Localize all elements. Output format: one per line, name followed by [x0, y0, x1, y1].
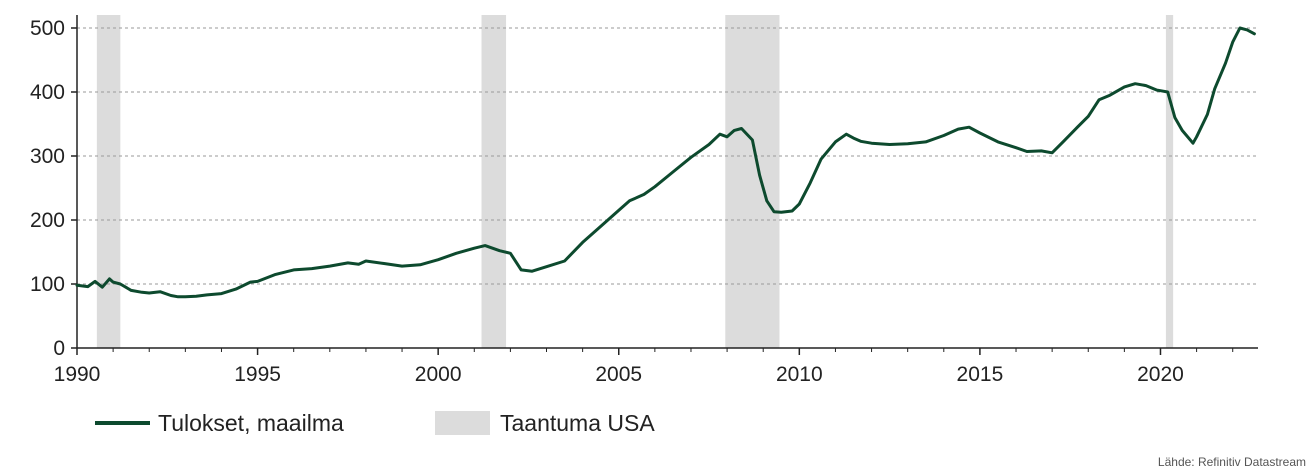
series-lines	[75, 26, 1256, 299]
x-tick-label: 2015	[957, 363, 1004, 386]
y-tick-label: 500	[30, 17, 65, 40]
series-line-tulokset	[75, 26, 1256, 299]
axes	[76, 15, 1258, 349]
grid-lines	[77, 27, 1258, 285]
x-tick-label: 1990	[54, 363, 101, 386]
recession-band	[96, 15, 121, 348]
y-tick-label: 200	[30, 209, 65, 232]
y-tick-label: 0	[53, 337, 65, 360]
recession-band	[725, 15, 780, 348]
y-tick-label: 300	[30, 145, 65, 168]
x-tick-label: 1995	[234, 363, 281, 386]
legend-label-series-1: Tulokset, maailma	[158, 410, 344, 436]
x-tick-label: 2020	[1137, 363, 1184, 386]
y-ticks: 0 100 200 300 400 500	[30, 17, 77, 360]
x-ticks: 1990 1995 2000 2005 2010 2015 2020	[54, 348, 1234, 386]
legend: Tulokset, maailma Taantuma USA	[95, 410, 655, 436]
x-tick-label: 2000	[415, 363, 462, 386]
y-tick-label: 400	[30, 81, 65, 104]
legend-label-series-2: Taantuma USA	[500, 410, 655, 436]
x-tick-label: 2010	[776, 363, 823, 386]
x-tick-label: 2005	[595, 363, 642, 386]
source-note: Lähde: Refinitiv Datastream	[1158, 455, 1306, 469]
recession-band	[1165, 15, 1174, 348]
legend-swatch-band	[435, 411, 490, 435]
y-tick-label: 100	[30, 273, 65, 296]
recession-bands	[96, 15, 1174, 348]
recession-band	[481, 15, 507, 348]
